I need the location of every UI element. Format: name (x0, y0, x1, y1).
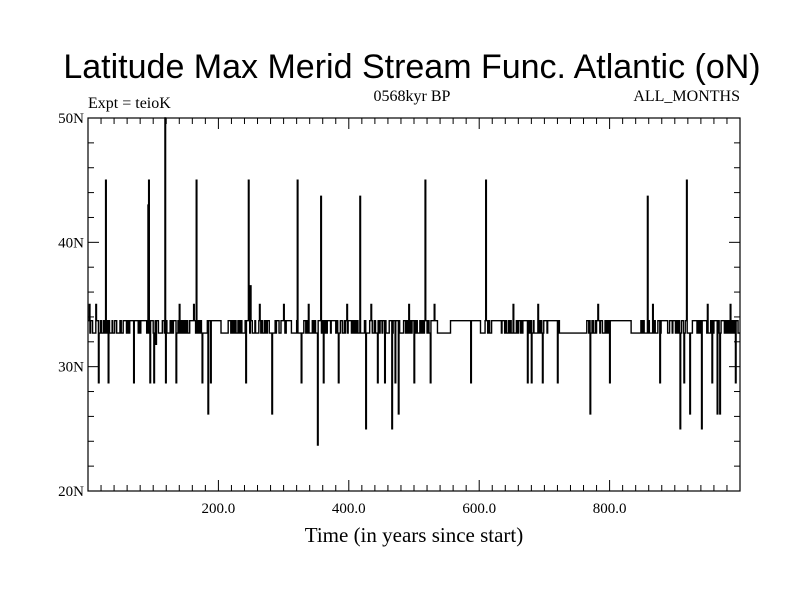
subtitle-right: ALL_MONTHS (633, 88, 740, 105)
plot-area: 200.0 400.0 600.0 800.0 20N 30N 40N 50N (58, 111, 741, 517)
y-tick-label: 50N (58, 111, 84, 127)
axis-ticks (87, 117, 741, 492)
y-tick-label: 40N (58, 235, 84, 251)
y-tick-label: 20N (58, 484, 84, 500)
x-tick-label: 600.0 (462, 501, 496, 517)
axis-tick-labels: 200.0 400.0 600.0 800.0 20N 30N 40N 50N (58, 111, 626, 517)
plot-frame (87, 117, 741, 492)
x-tick-label: 800.0 (593, 501, 627, 517)
x-axis-label: Time (in years since start) (305, 523, 524, 547)
chart-title: Latitude Max Merid Stream Func. Atlantic… (63, 48, 760, 86)
x-tick-label: 200.0 (202, 501, 236, 517)
subtitle-center: 0568kyr BP (374, 88, 451, 105)
subtitle-left: Expt = teioK (88, 95, 171, 112)
series-line (88, 117, 740, 446)
y-tick-label: 30N (58, 360, 84, 376)
x-tick-label: 400.0 (332, 501, 366, 517)
